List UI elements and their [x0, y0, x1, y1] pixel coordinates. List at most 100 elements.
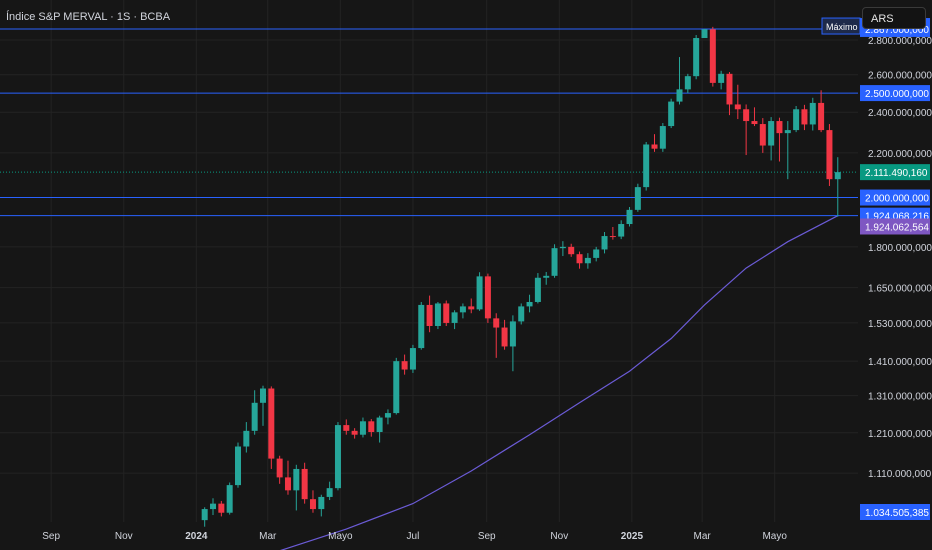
price-badge-ma: [860, 218, 930, 235]
candle-body: [318, 496, 325, 510]
candle-body: [759, 124, 766, 146]
y-tick-label: 1.800.000,000: [868, 243, 932, 254]
y-tick-label: 1.110.000,000: [868, 469, 932, 480]
candle-body: [251, 402, 258, 431]
candle-body: [426, 304, 433, 327]
y-tick-label: 2.200.000,000: [868, 149, 932, 160]
x-tick-label: Nov: [550, 531, 568, 542]
price-axis[interactable]: 2.800.000,000 2.600.000,000 2.400.000,000 2…: [868, 36, 932, 480]
candle-body: [351, 430, 358, 435]
price-badge-text: 2.000.000,000: [865, 194, 929, 205]
candle-body: [384, 413, 391, 418]
candle-body: [301, 468, 308, 500]
candle-body: [309, 499, 316, 510]
candle-body: [668, 101, 675, 127]
candle-body: [468, 306, 475, 310]
candle-body: [643, 144, 650, 188]
price-badge-bottom: [860, 504, 930, 520]
x-tick-label: Sep: [42, 531, 60, 542]
candle-body: [626, 209, 633, 225]
candle-body: [334, 425, 341, 489]
x-tick-label: Mayo: [328, 531, 353, 542]
candle-body: [293, 468, 300, 491]
candle-body: [726, 73, 733, 105]
x-tick-label: Nov: [115, 531, 133, 542]
candle-body: [784, 130, 791, 134]
candle-body: [359, 421, 366, 435]
candle-body: [218, 503, 225, 513]
candle-body: [684, 76, 691, 90]
x-tick-label: Mayo: [762, 531, 787, 542]
candle-body: [210, 503, 217, 510]
candle-body: [826, 130, 833, 180]
candle-body: [701, 29, 708, 39]
price-badge-hline: [860, 85, 930, 102]
candle-body: [276, 458, 283, 478]
candles: [201, 26, 841, 527]
price-badge-text: 1.034.505,385: [865, 508, 929, 519]
x-tick-label: 2024: [185, 531, 208, 542]
candle-body: [393, 361, 400, 414]
price-badge-hline: [860, 189, 930, 206]
candle-body: [543, 275, 550, 278]
candle-body: [834, 172, 841, 180]
candle-body: [326, 488, 333, 497]
x-tick-label: Mar: [259, 531, 277, 542]
candle-body: [493, 318, 500, 328]
candle-body: [551, 248, 558, 276]
time-axis[interactable]: Sep Nov 2024 Mar Mayo Jul Sep Nov 2025 Mar Mayo: [42, 531, 787, 542]
x-tick-label: Jul: [407, 531, 420, 542]
candle-body: [651, 144, 658, 149]
candle-body: [584, 257, 591, 264]
grid: [0, 0, 858, 522]
candle-body: [801, 109, 808, 125]
currency-selector[interactable]: ARS: [862, 7, 926, 29]
candle-body: [576, 254, 583, 264]
candle-body: [568, 246, 575, 255]
candle-body: [793, 109, 800, 131]
candle-body: [534, 277, 541, 302]
candle-body: [226, 485, 233, 513]
max-label-box: [821, 17, 861, 35]
candle-body: [776, 121, 783, 134]
candle-body: [401, 361, 408, 370]
candle-body: [601, 236, 608, 250]
candle-body: [559, 246, 566, 249]
y-tick-label: 1.410.000,000: [868, 357, 932, 368]
candle-body: [259, 388, 266, 403]
candle-body: [718, 73, 725, 83]
candle-body: [693, 38, 700, 77]
candle-body: [809, 102, 816, 125]
chart-title: Índice S&P MERVAL · 1S · BCBA: [6, 10, 171, 23]
candle-body: [743, 109, 750, 122]
candle-body: [459, 306, 466, 313]
candle-body: [676, 89, 683, 102]
y-tick-label: 1.650.000,000: [868, 284, 932, 295]
candle-body: [201, 509, 208, 521]
candle-body: [618, 224, 625, 237]
x-tick-label: Mar: [693, 531, 711, 542]
candle-body: [343, 425, 350, 431]
moving-average-line: [280, 215, 839, 550]
candle-body: [243, 430, 250, 447]
y-tick-label: 2.800.000,000: [868, 36, 932, 47]
candle-body: [368, 421, 375, 432]
candle-body: [409, 348, 416, 370]
candle-body: [659, 126, 666, 149]
x-tick-label: Sep: [478, 531, 496, 542]
candle-body: [509, 321, 516, 347]
candle-body: [501, 327, 508, 347]
candle-body: [768, 121, 775, 146]
candle-body: [526, 301, 533, 307]
candle-body: [593, 249, 600, 258]
y-tick-label: 2.600.000,000: [868, 71, 932, 82]
y-tick-label: 1.530.000,000: [868, 319, 932, 330]
candle-body: [818, 102, 825, 131]
candle-body: [443, 303, 450, 323]
price-badge-text: 2.867.000,000: [865, 25, 929, 36]
currency-label: ARS: [871, 13, 894, 25]
price-badge-text: 2.111.490,160: [865, 168, 928, 179]
price-badge-text: 1.924.062,564: [865, 223, 929, 234]
candle-body: [751, 121, 758, 125]
